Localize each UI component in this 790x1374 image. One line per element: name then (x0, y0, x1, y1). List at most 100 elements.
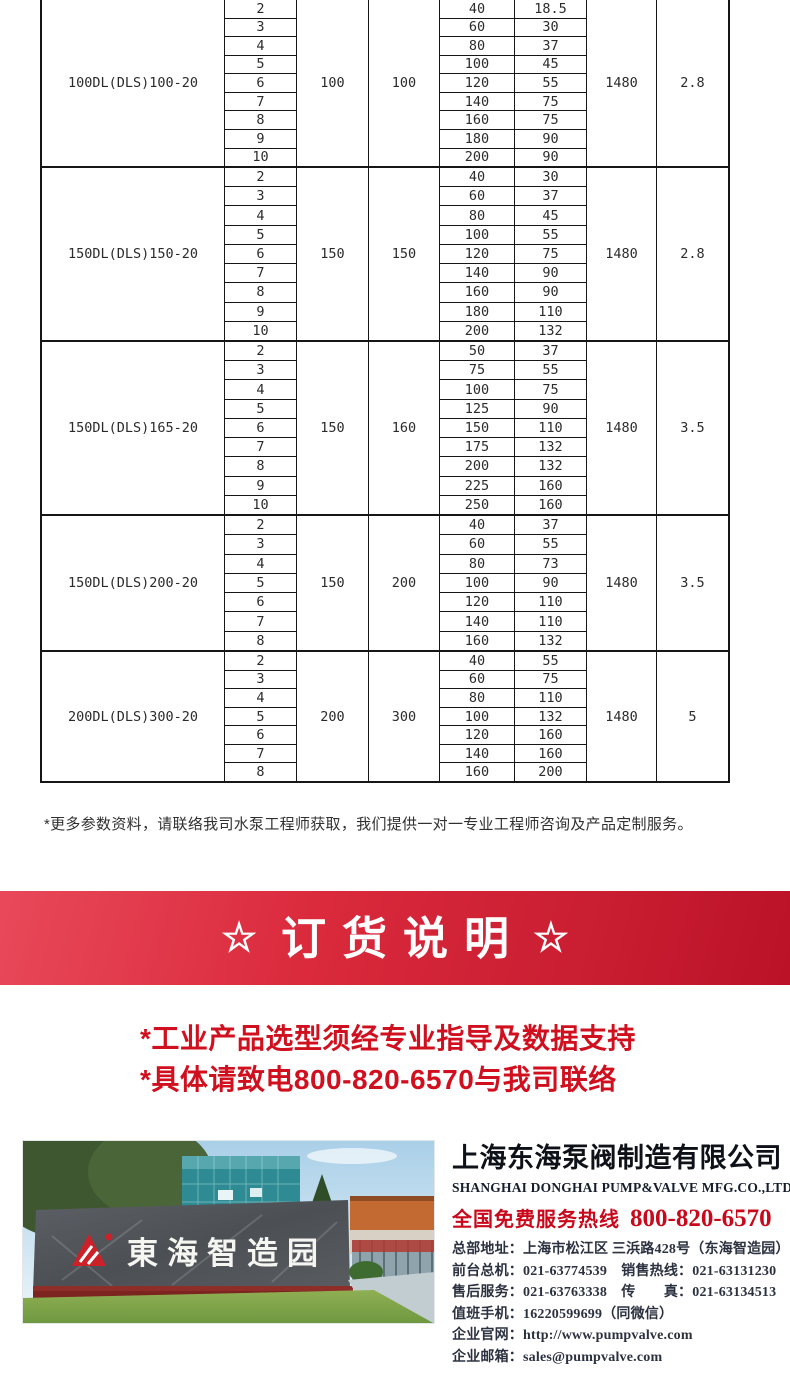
head-cell: 160 (538, 496, 563, 513)
stage-cell: 10 (252, 322, 269, 339)
head-cell: 200 (538, 764, 563, 781)
hotline-label: 全国免费服务热线 (452, 1209, 620, 1231)
stage-cell: 5 (225, 226, 296, 245)
flow-cell: 100 (440, 226, 514, 245)
flow-column: 40 60 80 100 120 140 160 180 200 (440, 168, 515, 340)
inlet-cell: 150 (297, 168, 369, 340)
head-cell: 90 (515, 283, 586, 303)
inlet-cell: 150 (297, 342, 369, 514)
stage-column: 2 3 4 5 6 7 8 9 10 (225, 342, 297, 514)
head-cell: 55 (515, 535, 586, 555)
flow-cell: 225 (440, 477, 514, 496)
npsh-cell: 2.8 (680, 75, 705, 91)
contact-line: 总部地址：上海市松江区 三浜路428号（东海智造园） (452, 1242, 790, 1257)
head-column: 37 55 75 90 110 132 132 160 160 (515, 342, 587, 514)
stage-cell: 7 (225, 745, 296, 764)
notice-line: *具体请致电800-820-6570与我司联络 (140, 1064, 617, 1095)
outlet-cell: 160 (369, 342, 440, 514)
stage-cell: 4 (225, 555, 296, 574)
table-block: 200DL(DLS)300-20 2 3 4 5 6 7 8 200 300 40 60 80 100 12… (42, 650, 728, 781)
orange-building (350, 1198, 435, 1230)
flow-cell: 125 (440, 400, 514, 419)
table-block: 100DL(DLS)100-20 2 3 4 5 6 7 8 9 10 100 100 40 60 80 10… (42, 0, 728, 166)
head-column: 30 37 45 55 75 90 90 110 132 (515, 168, 587, 340)
stage-cell: 5 (225, 574, 296, 594)
stage-cell: 4 (225, 37, 296, 56)
flow-cell: 100 (440, 56, 514, 75)
logo-dot (105, 1233, 113, 1241)
flow-cell: 140 (440, 745, 514, 764)
flow-cell: 100 (440, 708, 514, 727)
flow-cell: 60 (440, 535, 514, 555)
stage-cell: 2 (225, 168, 296, 188)
stage-cell: 3 (225, 361, 296, 381)
flow-cell: 100 (440, 574, 514, 594)
flow-column: 40 60 80 100 120 140 160 (440, 516, 515, 650)
contact-lines: 总部地址：上海市松江区 三浜路428号（东海智造园） 前台总机：021-63774… (452, 1239, 790, 1368)
stage-cell: 8 (225, 111, 296, 130)
stage-cell: 9 (225, 303, 296, 322)
head-cell: 37 (515, 187, 586, 207)
stage-cell: 6 (225, 74, 296, 93)
flow-cell: 175 (440, 438, 514, 458)
flow-cell: 250 (464, 496, 490, 513)
model-cell: 150DL(DLS)165-20 (42, 342, 225, 514)
notice-line: *工业产品选型须经专业指导及数据支持 (140, 1023, 636, 1054)
outlet-cell: 150 (369, 168, 440, 340)
flow-cell: 60 (440, 671, 514, 690)
lawn (22, 1290, 435, 1324)
stage-cell: 8 (256, 632, 265, 649)
npsh-cell: 2.8 (680, 246, 705, 262)
stage-cell: 9 (225, 130, 296, 149)
model-cell: 150DL(DLS)150-20 (42, 168, 225, 340)
stage-cell: 3 (225, 671, 296, 690)
outlet-cell: 200 (369, 516, 440, 650)
flow-cell: 120 (440, 245, 514, 265)
flow-cell: 180 (440, 303, 514, 322)
stage-cell: 3 (225, 19, 296, 38)
head-cell: 110 (515, 612, 586, 632)
inlet-cell: 200 (297, 652, 369, 781)
npsh-cell: 5 (688, 708, 697, 725)
head-cell: 90 (515, 400, 586, 419)
star-left-icon: ☆ (221, 916, 257, 960)
gate-lattice (352, 1240, 435, 1252)
speed-cell: 1480 (587, 0, 657, 166)
head-cell: 75 (515, 111, 586, 130)
head-column: 55 75 110 132 160 160 200 (515, 652, 587, 781)
head-cell: 132 (538, 632, 563, 649)
speed-cell: 1480 (587, 652, 657, 781)
head-cell: 90 (542, 149, 559, 166)
flow-cell: 60 (440, 19, 514, 38)
contact-line: 企业官网：http://www.pumpvalve.com (452, 1328, 693, 1343)
stage-column: 2 3 4 5 6 7 8 9 10 (225, 168, 297, 340)
flow-column: 50 75 100 125 150 175 200 225 250 (440, 342, 515, 514)
stage-cell: 4 (225, 689, 296, 708)
flow-cell: 60 (440, 187, 514, 207)
head-cell: 160 (515, 726, 586, 745)
company-name-cn: 上海东海泵阀制造有限公司 (452, 1143, 782, 1173)
head-cell: 75 (515, 245, 586, 265)
model-cell: 150DL(DLS)200-20 (42, 516, 225, 650)
hotline-number: 800-820-6570 (630, 1205, 772, 1232)
company-info: 上海东海泵阀制造有限公司 SHANGHAI DONGHAI PUMP&VALVE… (452, 1136, 790, 1368)
stage-cell: 6 (225, 726, 296, 745)
stage-cell: 7 (225, 612, 296, 632)
head-cell: 110 (515, 689, 586, 708)
stage-cell: 3 (225, 535, 296, 555)
table-block: 150DL(DLS)150-20 2 3 4 5 6 7 8 9 10 150 150 40 60 80 10… (42, 166, 728, 340)
flow-column: 40 60 80 100 120 140 160 (440, 652, 515, 781)
stage-column: 2 3 4 5 6 7 8 9 10 (225, 0, 297, 166)
flow-cell: 40 (440, 516, 514, 536)
parameter-note: *更多参数资料，请联络我司水泵工程师获取，我们提供一对一专业工程师咨询及产品定制… (44, 816, 693, 833)
head-cell: 30 (515, 19, 586, 38)
head-column: 18.5 30 37 45 55 75 75 90 90 (515, 0, 587, 166)
contact-line: 前台总机：021-63774539 销售热线：021-63131230 (452, 1263, 777, 1279)
speed-cell: 1480 (587, 342, 657, 514)
head-cell: 45 (515, 56, 586, 75)
head-cell: 37 (515, 37, 586, 56)
service-hotline: 全国免费服务热线 800-820-6570 (452, 1203, 790, 1233)
stage-cell: 7 (225, 93, 296, 112)
